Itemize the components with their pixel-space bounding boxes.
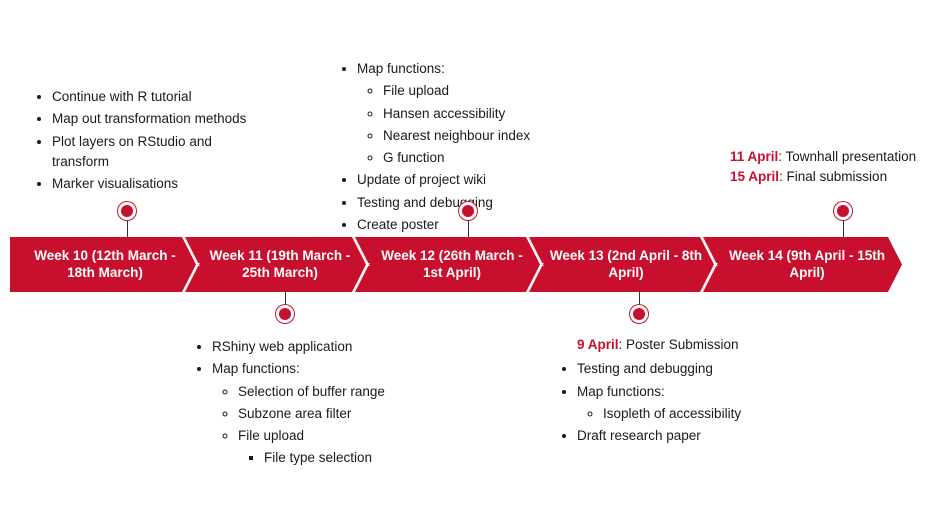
list-item: Continue with R tutorial bbox=[52, 87, 260, 107]
timeline-segment-week10: Week 10 (12th March - 18th March) bbox=[10, 237, 196, 292]
list-item: Marker visualisations bbox=[52, 174, 260, 194]
list-item: Selection of buffer range bbox=[238, 382, 460, 402]
timeline-dot bbox=[459, 202, 477, 220]
list-item: G function bbox=[383, 148, 595, 168]
connector-stem bbox=[843, 219, 844, 238]
list-item: Update of project wiki bbox=[357, 170, 595, 190]
list-item: Map out transformation methods bbox=[52, 109, 260, 129]
list-item: Map functions: File upload Hansen access… bbox=[357, 59, 595, 168]
list-item: File upload File type selection bbox=[238, 426, 460, 469]
list-item: Draft research paper bbox=[577, 426, 815, 446]
timeline-dot bbox=[834, 202, 852, 220]
timeline-segment-week13: Week 13 (2nd April - 8th April) bbox=[528, 237, 714, 292]
milestone-line: 9 April: Poster Submission bbox=[577, 335, 815, 355]
list-item: File upload bbox=[383, 81, 595, 101]
list-item: Plot layers on RStudio and transform bbox=[52, 132, 260, 173]
list-item: Map functions: Selection of buffer range… bbox=[212, 359, 460, 468]
list-item: Subzone area filter bbox=[238, 404, 460, 424]
timeline-arrow: Week 10 (12th March - 18th March)Week 11… bbox=[10, 237, 890, 292]
list-item: Isopleth of accessibility bbox=[603, 404, 815, 424]
list-item: File type selection bbox=[264, 448, 460, 468]
list-item: Testing and debugging bbox=[577, 359, 815, 379]
list-item: Nearest neighbour index bbox=[383, 126, 595, 146]
timeline-segment-week14: Week 14 (9th April - 15th April) bbox=[702, 237, 902, 292]
milestone-line: 11 April: Townhall presentation bbox=[730, 147, 940, 167]
connector-stem bbox=[127, 219, 128, 238]
timeline-dot bbox=[118, 202, 136, 220]
connector-stem bbox=[468, 219, 469, 238]
timeline-segment-week11: Week 11 (19th March - 25th March) bbox=[184, 237, 366, 292]
list-item: Hansen accessibility bbox=[383, 104, 595, 124]
timeline-segment-week12: Week 12 (26th March - 1st April) bbox=[354, 237, 540, 292]
week13-note: 9 April: Poster Submission Testing and d… bbox=[555, 335, 815, 448]
week14-note: 11 April: Townhall presentation 15 April… bbox=[730, 147, 940, 188]
timeline-dot bbox=[276, 305, 294, 323]
week10-note: Continue with R tutorial Map out transfo… bbox=[30, 85, 260, 196]
timeline-diagram: Continue with R tutorial Map out transfo… bbox=[0, 0, 940, 529]
list-item: Create poster bbox=[357, 215, 595, 235]
list-item: RShiny web application bbox=[212, 337, 460, 357]
week11-note: RShiny web application Map functions: Se… bbox=[190, 335, 460, 471]
milestone-line: 15 April: Final submission bbox=[730, 167, 940, 187]
list-item: Map functions: Isopleth of accessibility bbox=[577, 382, 815, 425]
timeline-dot bbox=[630, 305, 648, 323]
